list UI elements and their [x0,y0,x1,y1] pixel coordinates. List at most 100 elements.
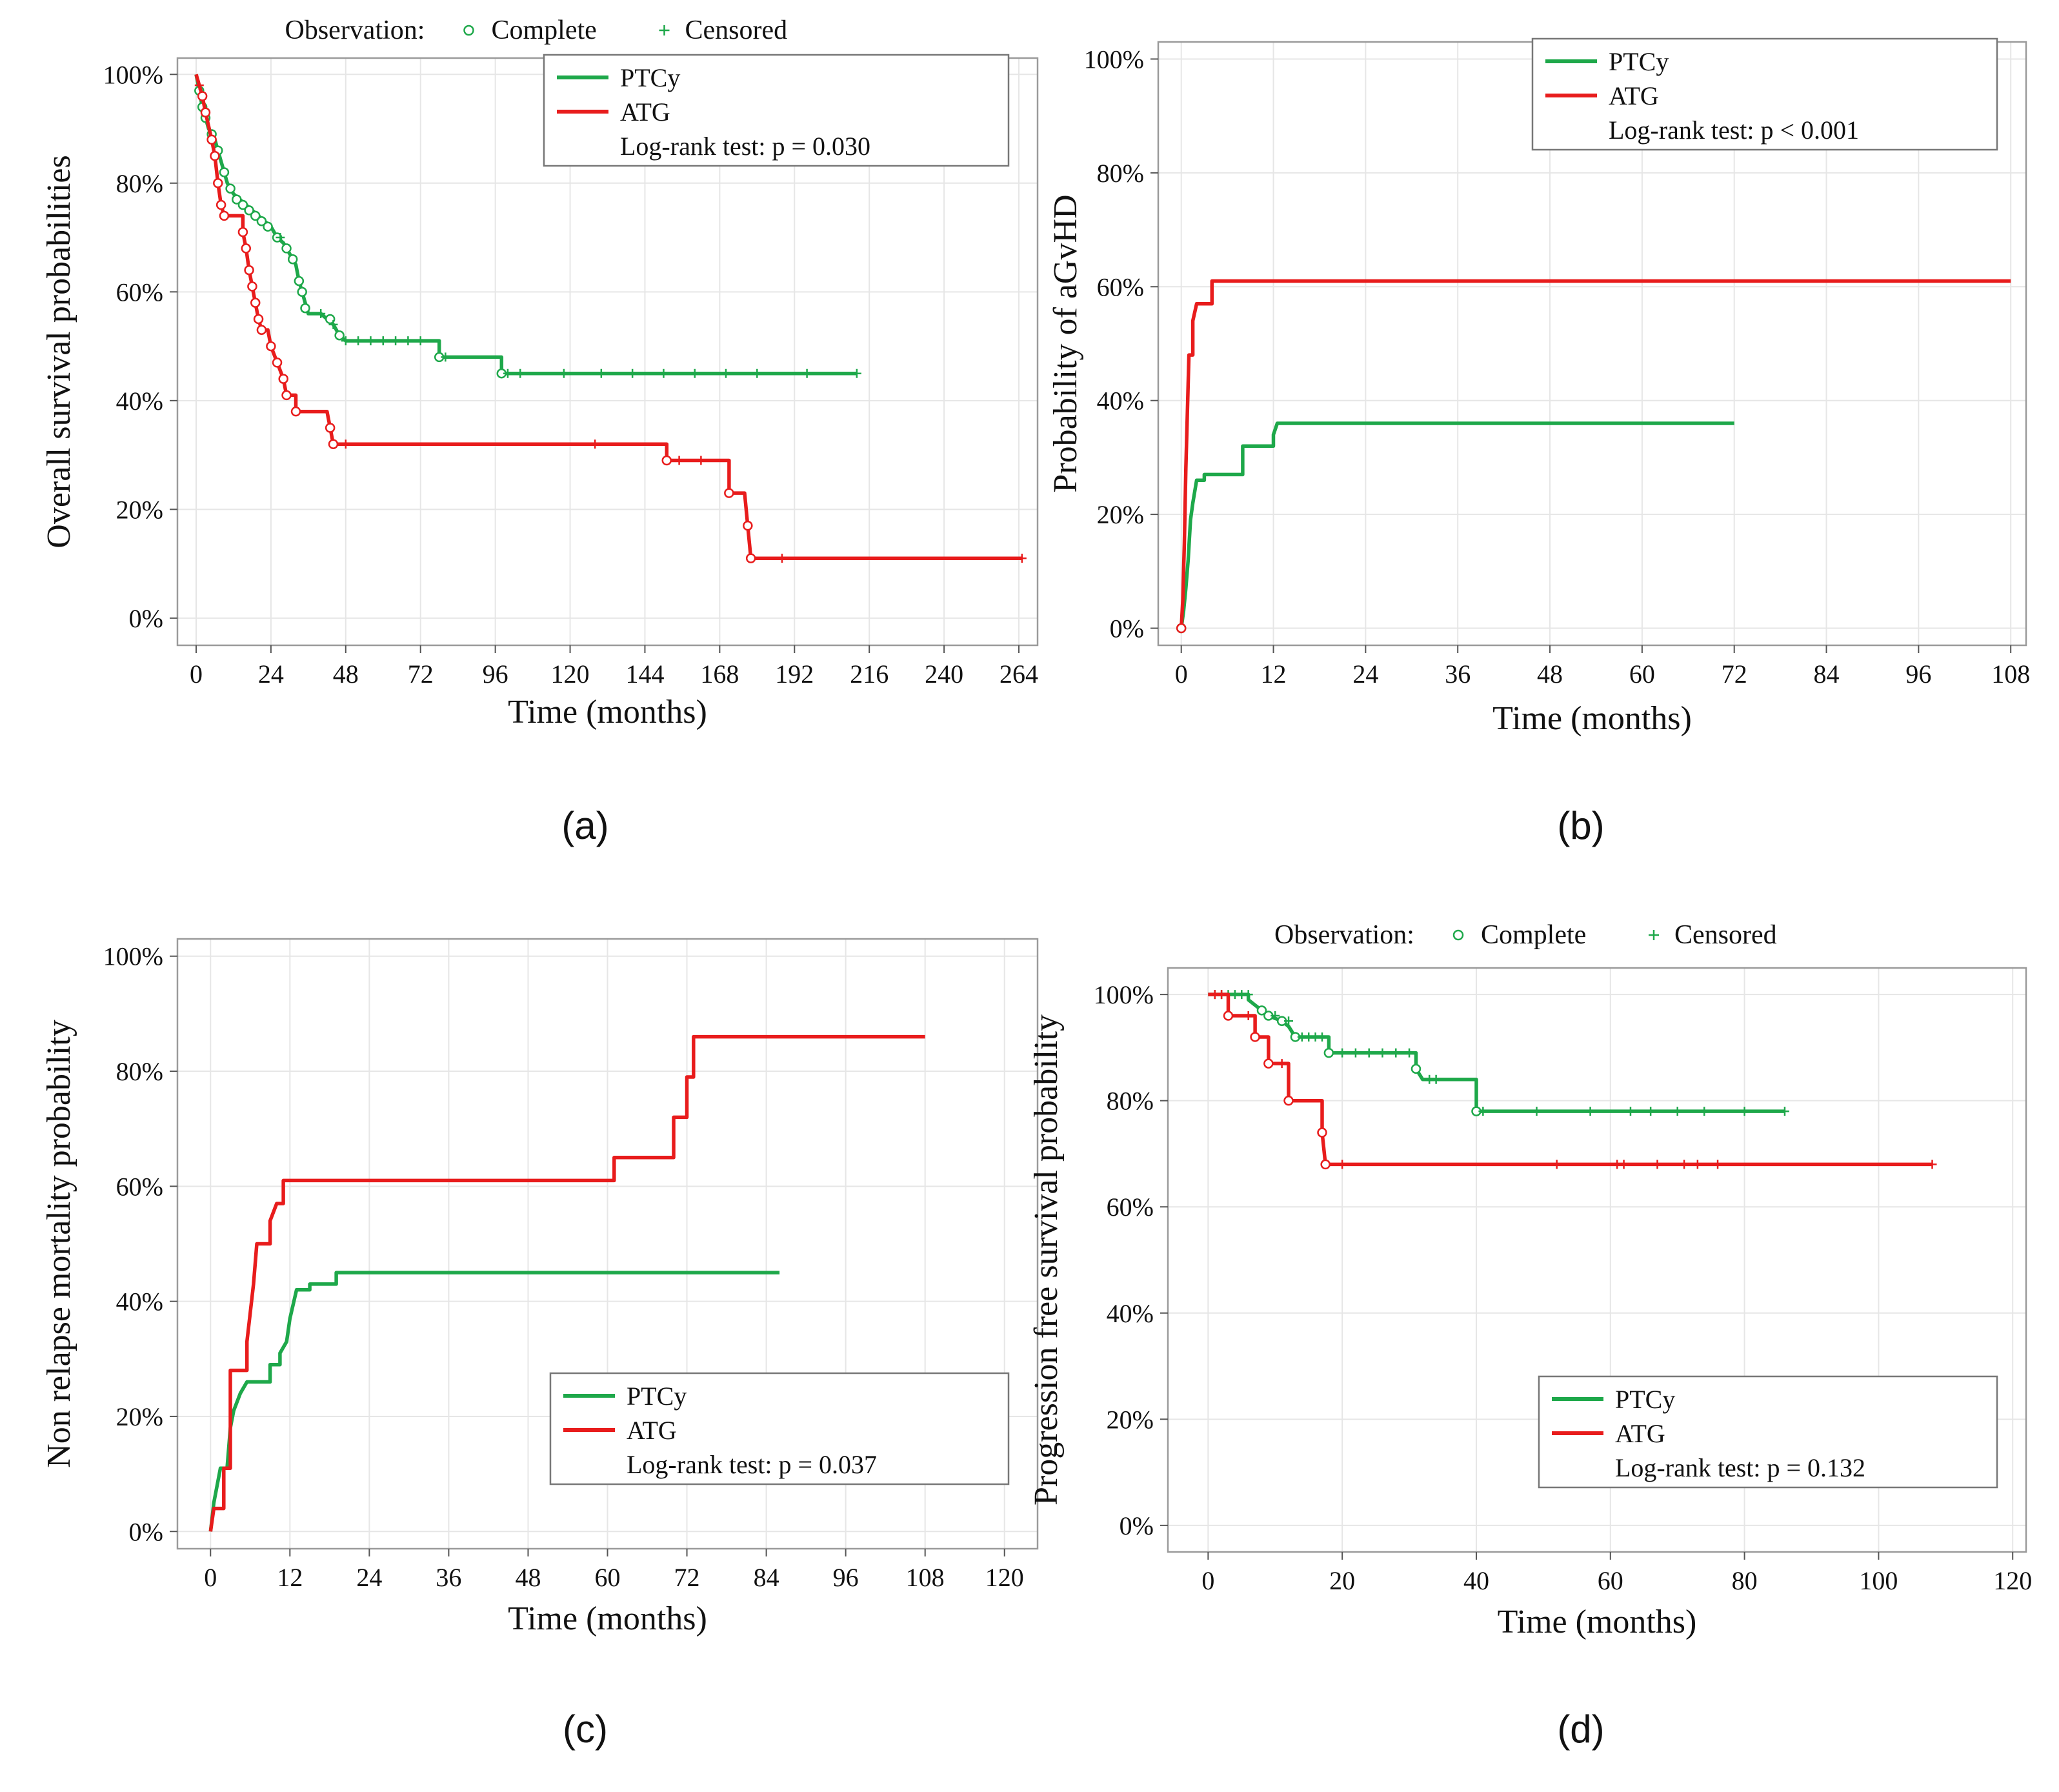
series-line-ptcy [1208,992,1785,1113]
y-tick-label: 20% [1097,500,1144,529]
y-tick-label: 0% [129,1517,163,1546]
censored-marker-ptcy [1532,1107,1542,1116]
complete-marker-atg [210,150,220,161]
censored-marker-ptcy [1740,1107,1749,1116]
legend: PTCy ATG Log-rank test: p = 0.037 [549,1372,1010,1485]
complete-marker-atg [253,314,264,325]
censored-marker-ptcy [1243,990,1253,1000]
x-tick-label: 120 [551,659,590,689]
x-tick-label: 48 [515,1563,541,1592]
complete-marker-ptcy [297,287,307,297]
complete-marker-atg [213,178,223,188]
legend-box [1531,37,1998,151]
complete-marker-atg [266,341,276,352]
y-tick-label: 100% [1084,45,1144,74]
complete-marker-atg [200,107,211,118]
y-tick-label: 80% [1097,159,1144,188]
censored-marker-ptcy [1585,1107,1595,1116]
y-tick-label: 60% [116,1172,163,1201]
x-tick-label: 24 [356,1563,382,1592]
censored-marker-ptcy [802,368,812,378]
censored-marker-atg [1017,554,1027,563]
complete-marker-ptcy [256,216,267,227]
censored-marker-ptcy [516,368,525,378]
y-tick-label: 100% [103,942,163,971]
legend-box [1538,1375,1998,1489]
complete-marker-atg [250,297,261,308]
observation-label: Observation: [285,15,425,45]
y-tick-label: 60% [116,277,163,307]
legend-test-statistic: Log-rank test: p < 0.001 [1609,116,1859,145]
x-tick-label: 36 [1445,659,1471,689]
censored-marker-ptcy [1625,1107,1635,1116]
legend-entry-ptcy: PTCy [1615,1385,1675,1414]
censored-marker-atg [1713,1160,1723,1169]
series-line-atg [208,1034,925,1532]
censored-marker-atg [1927,1160,1937,1169]
y-tick-label: 20% [116,495,163,524]
complete-marker-ptcy [237,199,248,210]
series-line-atg [1208,992,1933,1167]
y-axis-title: Progression free survival probability [1028,1014,1065,1505]
censored-marker-atg [1277,1059,1287,1069]
censored-marker-ptcy [752,368,762,378]
complete-marker-ptcy [263,221,273,232]
censored-marker-ptcy [403,336,413,346]
x-tick-label: 12 [277,1563,303,1592]
y-tick-label: 100% [103,60,163,89]
x-tick-label: 96 [483,659,508,689]
censored-marker-atg [341,439,350,449]
x-tick-label: 72 [674,1563,700,1592]
censored-marker-ptcy [276,233,285,243]
legend-entry-atg: ATG [620,97,670,126]
censored-marker-ptcy [852,368,861,378]
x-tick-label: 48 [1537,659,1563,689]
complete-marker-atg [1263,1058,1274,1069]
censored-marker-ptcy [391,336,401,346]
x-tick-label: 80 [1732,1566,1758,1595]
censored-marker-ptcy [1378,1048,1387,1058]
complete-marker-atg [244,265,254,276]
y-axis-title: Overall survival probabilities [41,155,77,548]
complete-marker-atg [219,210,230,221]
x-tick-label: 0 [1201,1566,1214,1595]
censored-marker-ptcy [378,336,388,346]
x-tick-label: 20 [1329,1566,1355,1595]
complete-marker-atg [272,357,283,368]
x-tick-label: 60 [1629,659,1655,689]
y-tick-label: 0% [1110,614,1144,643]
panel-label: (a) [561,804,608,847]
legend-entry-atg: ATG [1615,1419,1665,1448]
x-tick-label: 108 [906,1563,945,1592]
x-tick-label: 216 [850,659,889,689]
censored-marker-atg [1692,1160,1702,1169]
panel-a-overall-survival: 0 24 48 72 96 120 144 168 192 216 240 264 0% 20% 40% 60… [41,15,1039,847]
censored-marker-ptcy [1672,1107,1682,1116]
x-axis-title: Time (months) [508,1600,707,1637]
complete-marker-atg [325,423,336,433]
censored-marker-ptcy [341,336,350,346]
censored-marker-ptcy [1646,1107,1656,1116]
legend: PTCy ATG Log-rank test: p = 0.030 [543,54,1010,167]
x-tick-label: 72 [408,659,434,689]
legend-test-statistic: Log-rank test: p = 0.037 [627,1450,877,1479]
legend-test-statistic: Log-rank test: p = 0.030 [620,132,870,161]
series-line-atg [1179,279,2011,629]
x-tick-label: 84 [1814,659,1840,689]
x-tick-label: 24 [258,659,284,689]
y-tick-label: 40% [1097,387,1144,416]
complete-marker-atg [247,281,257,292]
censored-marker-atg [1338,1160,1347,1169]
x-tick-label: 48 [333,659,359,689]
observation-legend: Observation: Complete Censored [285,15,788,45]
complete-marker-ptcy [225,183,236,194]
panel-label: (d) [1557,1707,1604,1751]
complete-symbol-icon [1452,929,1464,941]
complete-marker-atg [1223,1011,1234,1021]
complete-marker-ptcy [281,243,292,254]
observation-censored: Censored [1674,920,1777,950]
censored-marker-ptcy [316,309,326,319]
x-tick-label: 96 [833,1563,859,1592]
legend-entry-ptcy: PTCy [627,1382,687,1411]
censored-marker-atg [696,456,706,465]
